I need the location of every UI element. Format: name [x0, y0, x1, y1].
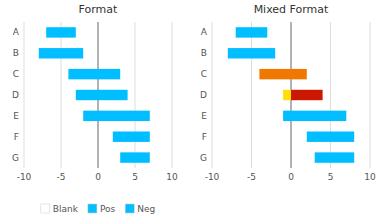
bar: [236, 27, 268, 37]
category-label: D: [12, 90, 19, 100]
grid-line: [172, 22, 173, 168]
grid-line: [24, 22, 25, 168]
category-label: C: [201, 69, 207, 79]
title: Mixed Format: [254, 3, 329, 16]
legend-label: Blank: [53, 204, 79, 214]
legend-item: Blank: [41, 204, 79, 214]
chart-root: Format -10 -5 0 5 10 A B C D E F G Blank Pos Neg Mixed F…: [0, 0, 385, 221]
bars: [39, 27, 150, 163]
category-label: A: [13, 27, 20, 37]
bar: [259, 69, 306, 79]
category-label: B: [201, 48, 207, 58]
panel: Format -10 -5 0 5 10 A B C D E F G: [12, 3, 178, 182]
tick-label: 10: [364, 172, 376, 182]
tick-label: 5: [132, 172, 138, 182]
legend-swatch: [88, 204, 97, 213]
legend: Blank Pos Neg: [41, 204, 155, 214]
grid-line: [61, 22, 62, 168]
tick-label: -5: [247, 172, 256, 182]
bar: [83, 111, 150, 121]
bar: [283, 90, 291, 100]
grid-line: [212, 22, 213, 168]
legend-item: Pos: [88, 204, 116, 214]
bar: [113, 132, 150, 142]
title: Format: [79, 3, 118, 16]
tick-label: -10: [17, 172, 32, 182]
category-label: D: [200, 90, 207, 100]
legend-swatch: [41, 204, 50, 213]
tick-label: 0: [288, 172, 294, 182]
bar: [76, 90, 128, 100]
tick-label: -5: [57, 172, 66, 182]
panel: Mixed Format -10 -5 0 5 10 A B C D E F G: [200, 3, 376, 182]
tick-label: 5: [328, 172, 334, 182]
tick-label: 0: [95, 172, 101, 182]
bar: [283, 111, 346, 121]
bar: [307, 132, 354, 142]
legend-label: Neg: [137, 204, 155, 214]
tick-label: 10: [166, 172, 178, 182]
category-label: E: [13, 111, 19, 121]
grid-line: [370, 22, 371, 168]
category-label: F: [14, 132, 19, 142]
bars: [228, 27, 354, 163]
legend-label: Pos: [100, 204, 116, 214]
category-label: C: [13, 69, 19, 79]
category-label: B: [13, 48, 19, 58]
bar: [315, 152, 355, 162]
bar: [46, 27, 76, 37]
grid-line: [135, 22, 136, 168]
bar: [68, 69, 120, 79]
category-label: F: [202, 132, 207, 142]
tick-label: -10: [205, 172, 220, 182]
legend-item: Neg: [125, 204, 155, 214]
bar: [39, 48, 83, 58]
bar: [228, 48, 275, 58]
grid-line: [330, 22, 331, 168]
bar: [291, 90, 323, 100]
legend-swatch: [125, 204, 134, 213]
category-label: G: [200, 153, 207, 163]
category-label: A: [201, 27, 208, 37]
grid-line: [251, 22, 252, 168]
category-label: E: [201, 111, 207, 121]
bar: [120, 152, 150, 162]
category-label: G: [12, 153, 19, 163]
